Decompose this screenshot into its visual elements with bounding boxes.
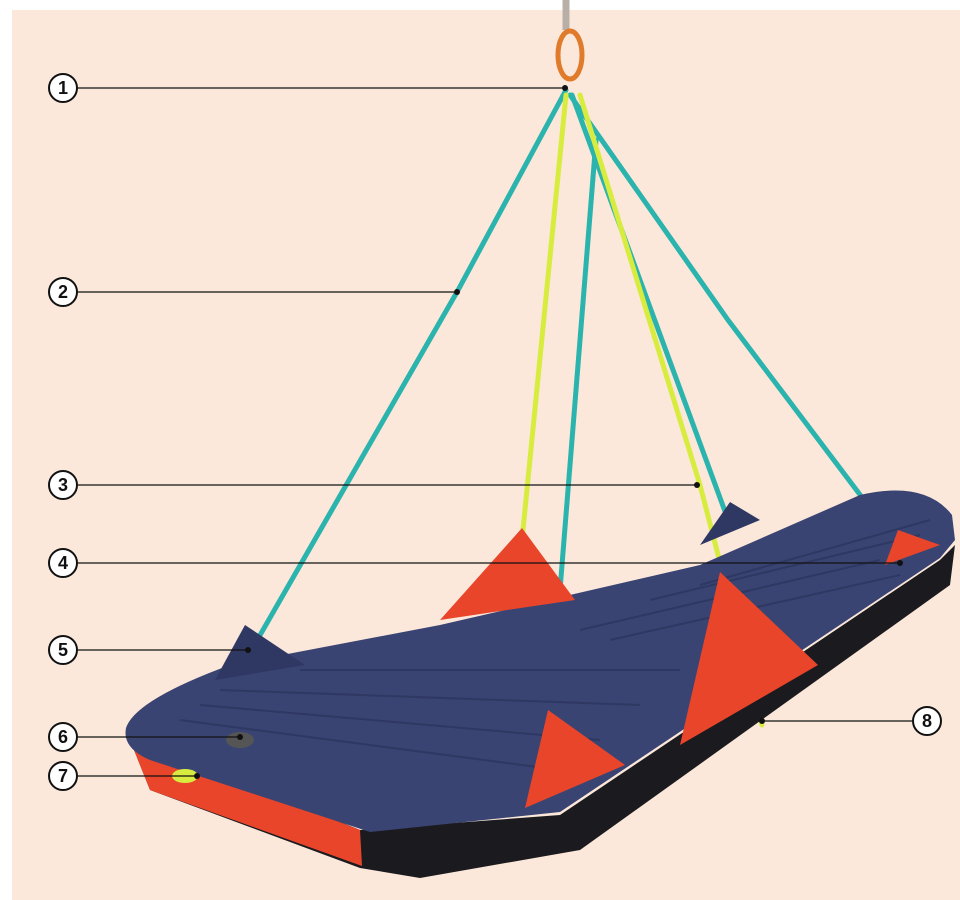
strap [569,92,733,528]
callout-number: 3 [58,475,68,495]
callout-circle [48,635,78,665]
leader-dot [245,647,251,653]
callouts: 1 2 3 4 5 6 7 8 [48,73,942,791]
pocket [215,625,305,680]
strap [567,92,901,548]
callout-circle [48,548,78,578]
callout-number: 8 [922,711,932,731]
callout-number: 5 [58,640,68,660]
callout-circle [48,277,78,307]
callout-number: 4 [58,553,68,573]
callout-number: 7 [58,766,68,786]
callout-number: 6 [58,727,68,747]
pocket [700,502,760,545]
callout-circle [48,722,78,752]
callout-circle [48,470,78,500]
carabiner [555,28,585,82]
pocket [440,528,575,620]
callout-number: 1 [58,78,68,98]
leader-dot [454,289,460,295]
callout-circle [912,706,942,736]
leader-dot [562,85,568,91]
pocket [885,530,940,565]
leader-dot [194,773,200,779]
leader-dot [237,734,243,740]
baffles [179,519,931,771]
product-illustration [125,0,955,878]
leader-dot [897,560,903,566]
leader-dot [759,718,765,724]
callout-number: 2 [58,282,68,302]
leader-dot [694,482,700,488]
pocket [525,710,625,808]
callout-circle [48,761,78,791]
strap [519,92,569,543]
callout-circle [48,73,78,103]
pocket [680,572,818,745]
